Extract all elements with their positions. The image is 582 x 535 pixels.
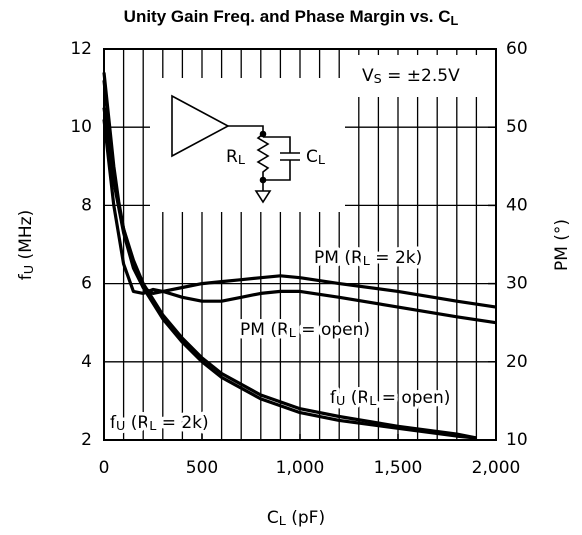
subscript: U xyxy=(22,265,37,274)
y2-axis-label: PM (°) xyxy=(552,219,572,271)
text-part: (R xyxy=(125,413,149,433)
x-tick-label: 1,500 xyxy=(374,458,423,478)
capacitor-label: CL xyxy=(306,147,326,168)
text-part: C xyxy=(306,147,318,167)
y-tick-label: 4 xyxy=(81,352,92,372)
chart-title: Unity Gain Freq. and Phase Margin vs. CL xyxy=(124,7,459,28)
series-line xyxy=(102,107,497,309)
x-tick-label: 1,000 xyxy=(276,458,325,478)
y-tick-label: 12 xyxy=(70,39,92,59)
text-part: PM (°) xyxy=(552,219,572,271)
text-part: C xyxy=(267,508,279,528)
y2-tick-label: 20 xyxy=(506,352,528,372)
x-tick-label: 2,000 xyxy=(472,458,521,478)
series-line xyxy=(102,119,497,325)
subscript: U xyxy=(116,419,125,434)
text-part: PM (R xyxy=(314,248,363,268)
annotation: fU (RL = open) xyxy=(330,388,450,409)
subscript: L xyxy=(451,13,459,28)
y2-tick-label: 10 xyxy=(506,430,528,450)
text-part: = 2k) xyxy=(156,413,208,433)
resistor-label: RL xyxy=(226,147,246,168)
y-tick-label: 6 xyxy=(81,274,92,294)
text-part: f xyxy=(16,273,36,280)
annotation: fU (RL = 2k) xyxy=(110,413,209,434)
text-part: (MHz) xyxy=(16,210,36,265)
series xyxy=(102,72,497,440)
y2-tick-label: 50 xyxy=(506,117,528,137)
annotation: VS = ±2.5V xyxy=(362,66,460,87)
x-tick-label: 0 xyxy=(99,458,110,478)
subscript: L xyxy=(279,514,287,529)
plot-frame xyxy=(103,48,497,441)
text-part: = open) xyxy=(296,320,370,340)
text-part: = 2k) xyxy=(370,248,422,268)
circuit-inset xyxy=(150,55,493,212)
text-part: (pF) xyxy=(286,508,325,528)
y-axis-label: fU (MHz) xyxy=(16,210,37,280)
annotation: PM (RL = open) xyxy=(240,320,370,341)
text-part: = ±2.5V xyxy=(382,66,460,86)
x-axis-label: CL (pF) xyxy=(267,508,325,529)
text-part: V xyxy=(362,66,374,86)
text-part: R xyxy=(226,147,238,167)
y2-tick-label: 30 xyxy=(506,274,528,294)
text-part: Unity Gain Freq. and Phase Margin vs. C xyxy=(124,7,451,26)
text-part: PM (R xyxy=(240,320,289,340)
subscript: L xyxy=(238,153,246,168)
x-tick-label: 500 xyxy=(186,458,218,478)
annotation: PM (RL = 2k) xyxy=(314,248,422,269)
text-part: = open) xyxy=(376,388,450,408)
y2-tick-label: 60 xyxy=(506,39,528,59)
text-part: (R xyxy=(345,388,369,408)
y-tick-label: 2 xyxy=(81,430,92,450)
subscript: S xyxy=(374,72,382,87)
y2-tick-label: 40 xyxy=(506,195,528,215)
y-tick-label: 8 xyxy=(81,195,92,215)
y-tick-label: 10 xyxy=(70,117,92,137)
subscript: L xyxy=(318,153,326,168)
subscript: U xyxy=(336,394,345,409)
